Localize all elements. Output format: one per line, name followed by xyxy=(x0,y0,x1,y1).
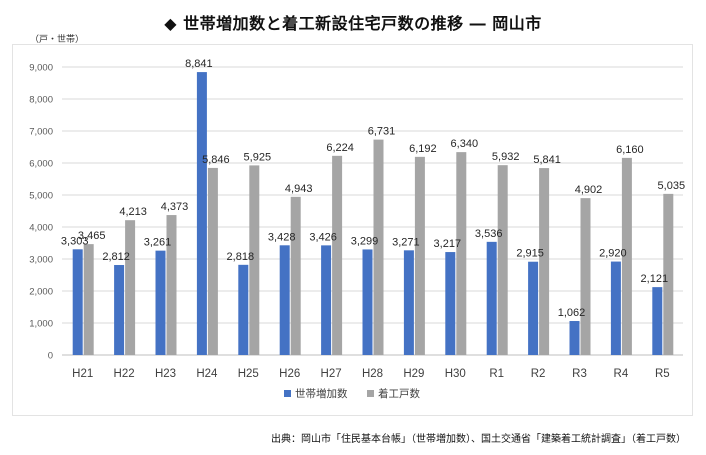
data-label: 3,426 xyxy=(309,231,337,243)
y-tick-label: 2,000 xyxy=(29,287,53,298)
bar-housing-starts xyxy=(497,165,508,355)
bar-housing-starts xyxy=(456,152,467,355)
data-label: 2,915 xyxy=(516,248,544,260)
data-label: 5,846 xyxy=(202,154,230,166)
x-tick-label: R2 xyxy=(531,368,546,380)
data-label: 2,121 xyxy=(641,273,669,285)
bar-housing-starts xyxy=(125,220,136,355)
x-tick-label: R4 xyxy=(614,368,629,380)
x-tick-label: H28 xyxy=(362,368,383,380)
y-axis-unit: （戸・世帯） xyxy=(30,35,85,45)
bar-household-increase xyxy=(569,321,580,355)
data-label: 3,536 xyxy=(475,228,503,240)
bar-household-increase xyxy=(652,287,663,355)
y-tick-label: 6,000 xyxy=(29,159,53,170)
bar-housing-starts xyxy=(414,156,425,355)
data-label: 3,465 xyxy=(78,230,106,242)
data-label: 2,812 xyxy=(102,251,130,263)
y-tick-label: 0 xyxy=(48,351,53,362)
data-label: 6,224 xyxy=(326,142,354,154)
bar-household-increase xyxy=(196,72,207,355)
data-label: 5,925 xyxy=(244,151,272,163)
x-tick-label: H26 xyxy=(279,368,300,380)
x-tick-label: R3 xyxy=(572,368,587,380)
legend-label: 着工戸数 xyxy=(378,387,420,400)
data-label: 1,062 xyxy=(558,307,586,319)
bar-housing-starts xyxy=(83,244,94,355)
bar-household-increase xyxy=(610,261,621,355)
data-label: 5,035 xyxy=(658,180,686,192)
data-label: 3,217 xyxy=(434,238,462,250)
bar-household-increase xyxy=(238,264,249,355)
y-tick-label: 3,000 xyxy=(29,255,53,266)
data-label: 3,271 xyxy=(392,236,420,248)
bar-household-increase xyxy=(528,261,539,355)
x-tick-label: H29 xyxy=(403,368,424,380)
y-tick-label: 1,000 xyxy=(29,319,53,330)
bar-housing-starts xyxy=(207,167,218,355)
x-tick-label: R5 xyxy=(655,368,670,380)
source-note: 出典：岡山市「住民基本台帳」（世帯増加数）、国土交通省「建築着工統計調査」（着工… xyxy=(271,434,686,445)
x-tick-label: H25 xyxy=(238,368,259,380)
x-tick-label: H30 xyxy=(445,368,466,380)
data-label: 3,261 xyxy=(144,237,172,249)
bar-housing-starts xyxy=(166,215,177,355)
data-label: 3,299 xyxy=(351,235,379,247)
bar-household-increase xyxy=(72,249,83,355)
bar-household-increase xyxy=(362,249,373,355)
bar-household-increase xyxy=(279,245,290,355)
data-label: 3,428 xyxy=(268,231,296,243)
bar-housing-starts xyxy=(539,168,550,355)
legend-swatch xyxy=(284,390,291,397)
bar-housing-starts xyxy=(249,165,260,355)
chart-frame xyxy=(12,44,693,416)
data-label: 6,160 xyxy=(616,144,644,156)
bar-housing-starts xyxy=(621,157,632,355)
bar-housing-starts xyxy=(290,196,301,355)
bar-housing-starts xyxy=(373,139,384,355)
bar-household-increase xyxy=(321,245,332,355)
data-label: 6,340 xyxy=(451,138,479,150)
data-label: 3,303 xyxy=(61,235,89,247)
y-tick-label: 5,000 xyxy=(29,191,53,202)
bar-household-increase xyxy=(155,250,166,355)
x-tick-label: H24 xyxy=(196,368,218,380)
data-label: 4,213 xyxy=(119,206,147,218)
data-label: 5,841 xyxy=(533,154,561,166)
x-tick-label: H27 xyxy=(321,368,342,380)
chart-title: ◆ 世帯増加数と着工新設住宅戸数の推移 ― 岡山市 xyxy=(164,14,542,33)
bar-housing-starts xyxy=(580,198,591,355)
bar-housing-starts xyxy=(663,193,674,355)
x-tick-label: R1 xyxy=(489,368,504,380)
legend-swatch xyxy=(367,390,374,397)
data-label: 2,920 xyxy=(599,248,627,260)
y-tick-label: 7,000 xyxy=(29,127,53,138)
bar-household-increase xyxy=(486,241,497,355)
y-tick-label: 4,000 xyxy=(29,223,53,234)
data-label: 2,818 xyxy=(227,251,255,263)
data-label: 8,841 xyxy=(185,58,213,70)
data-label: 4,943 xyxy=(285,183,313,195)
x-tick-label: H21 xyxy=(72,368,93,380)
bar-household-increase xyxy=(114,265,125,355)
data-label: 4,902 xyxy=(575,184,603,196)
data-label: 5,932 xyxy=(492,151,520,163)
bar-household-increase xyxy=(445,252,456,355)
y-tick-label: 8,000 xyxy=(29,95,53,106)
data-label: 4,373 xyxy=(161,201,189,213)
y-tick-label: 9,000 xyxy=(29,63,53,74)
bar-household-increase xyxy=(403,250,414,355)
data-label: 6,192 xyxy=(409,143,437,155)
data-label: 6,731 xyxy=(368,126,396,138)
bar-housing-starts xyxy=(332,155,343,355)
legend-label: 世帯増加数 xyxy=(295,387,348,400)
x-tick-label: H22 xyxy=(114,368,135,380)
x-tick-label: H23 xyxy=(155,368,176,380)
